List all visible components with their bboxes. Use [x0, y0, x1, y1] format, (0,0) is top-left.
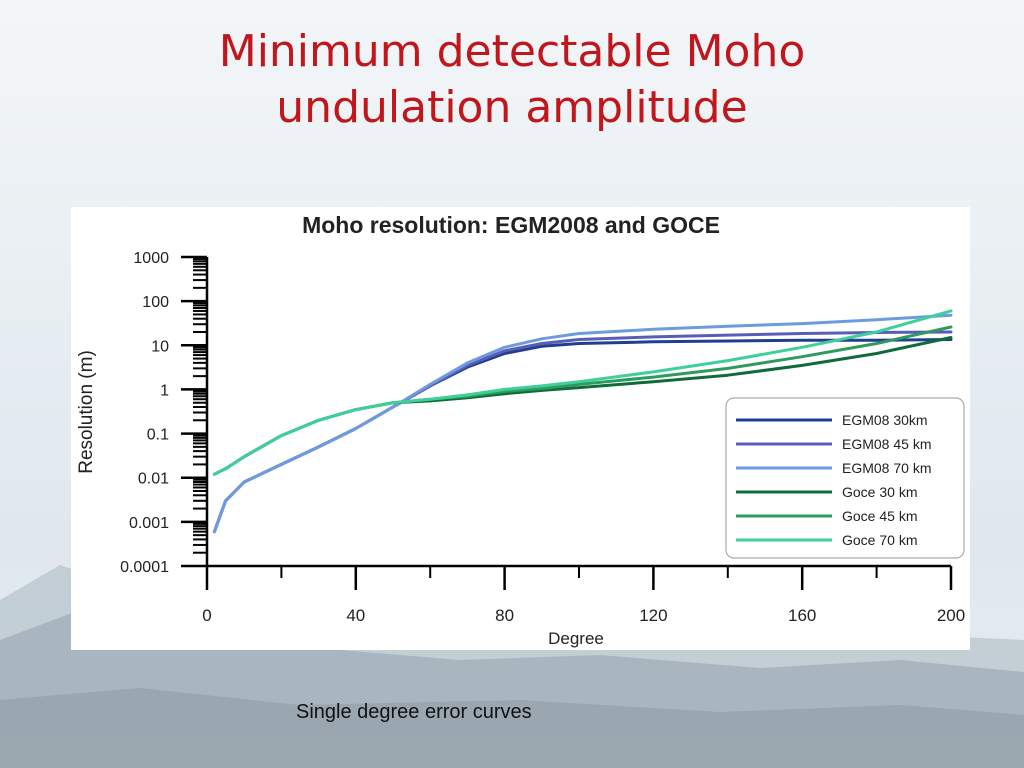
- chart-panel: Moho resolution: EGM2008 and GOCE 1000 10…: [71, 207, 970, 650]
- slide-title: Minimum detectable Moho undulation ampli…: [0, 24, 1024, 136]
- x-tick-label: 0: [202, 606, 211, 625]
- legend-label-5: Goce 45 km: [842, 508, 917, 524]
- legend-label-4: Goce 30 km: [842, 484, 917, 500]
- x-axis: 0 40 80 120 160 200: [202, 564, 965, 625]
- slide-caption: Single degree error curves: [296, 701, 532, 723]
- x-tick-label: 160: [788, 606, 816, 625]
- y-tick-label: 0.01: [138, 471, 169, 488]
- legend-box: [725, 397, 965, 559]
- x-tick-label: 120: [639, 606, 667, 625]
- x-tick-label: 40: [346, 606, 365, 625]
- legend-label-6: Goce 70 km: [842, 532, 917, 548]
- chart-title: Moho resolution: EGM2008 and GOCE: [302, 212, 720, 238]
- y-tick-label: 0.0001: [120, 559, 169, 576]
- y-tick-label: 0.1: [147, 427, 169, 444]
- legend: EGM08 30km EGM08 45 km EGM08 70 km Goce 30 …: [725, 397, 965, 559]
- y-tick-label: 100: [142, 294, 169, 311]
- x-tick-label: 200: [937, 606, 965, 625]
- series-lines: [212, 309, 953, 534]
- x-tick-label: 80: [495, 606, 514, 625]
- legend-label-1: EGM08 30km: [842, 412, 928, 428]
- x-axis-label: Degree: [548, 629, 604, 648]
- y-tick-label: 1000: [133, 250, 169, 267]
- slide-title-line-1: Minimum detectable Moho: [218, 26, 806, 77]
- series-line-6: [212, 309, 953, 476]
- y-tick-label: 1: [160, 382, 169, 399]
- chart-svg: Moho resolution: EGM2008 and GOCE 100010…: [76, 212, 965, 648]
- y-axis: 1000 100 10 1 0.1 0.01 0.001 0.0001: [120, 250, 209, 576]
- y-axis-label: Resolution (m): [76, 350, 97, 474]
- slide-title-line-2: undulation amplitude: [276, 82, 748, 133]
- legend-label-2: EGM08 45 km: [842, 436, 931, 452]
- y-tick-label: 10: [151, 338, 169, 355]
- series-line-3: [212, 313, 953, 534]
- legend-label-3: EGM08 70 km: [842, 460, 931, 476]
- y-tick-label: 0.001: [129, 515, 169, 532]
